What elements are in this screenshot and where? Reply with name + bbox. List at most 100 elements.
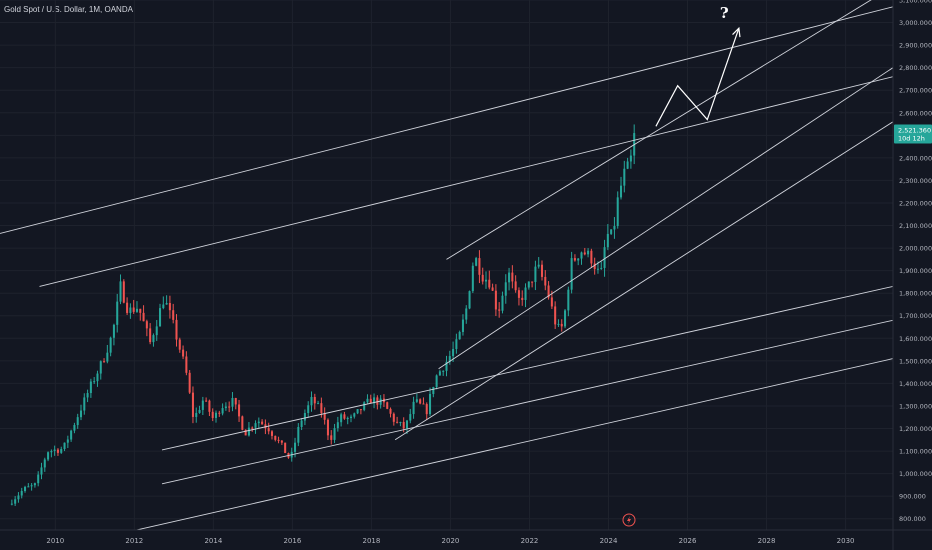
price-axis[interactable]: 800.000 900.000 1,000.000 1,100.000 1,200.00… (899, 0, 932, 523)
trendline[interactable] (438, 67, 893, 370)
arrow-head (732, 26, 741, 38)
candle-body (56, 449, 59, 453)
x-tick-label: 2022 (521, 537, 539, 545)
candle-body (613, 226, 616, 230)
candle-body (139, 308, 142, 313)
trendline[interactable] (39, 76, 893, 287)
candle-body (353, 413, 356, 417)
candle-body (349, 416, 353, 418)
candle-body (346, 417, 349, 419)
y-tick-label: 2,300.000 (899, 177, 932, 185)
y-tick-label: 800.000 (899, 515, 926, 523)
x-tick-label: 2024 (600, 537, 618, 545)
y-tick-label: 1,500.000 (899, 357, 932, 365)
candle-body (168, 302, 171, 311)
candle-body (149, 328, 152, 343)
trendline[interactable] (0, 6, 893, 234)
candle-body (201, 400, 204, 410)
candle-body (508, 272, 511, 283)
candle-body (475, 258, 478, 266)
candle-body (277, 439, 280, 441)
candle-body (540, 264, 544, 277)
x-tick-label: 2028 (758, 537, 776, 545)
candle-body (504, 282, 507, 296)
candle-body (76, 417, 79, 426)
candle-body (24, 486, 27, 492)
candle-body (109, 337, 112, 353)
y-tick-label: 2,700.000 (899, 87, 932, 95)
candle-body (422, 403, 425, 405)
candle-body (606, 233, 609, 248)
lightning-icon[interactable] (622, 513, 636, 527)
candle-body (313, 396, 316, 404)
x-tick-label: 2020 (442, 537, 460, 545)
candle-body (425, 404, 428, 415)
candle-body (119, 281, 122, 302)
candle-body (14, 499, 17, 504)
candle-body (185, 356, 188, 373)
candle-body (340, 414, 343, 423)
candle-body (294, 442, 297, 452)
projection-path[interactable] (655, 27, 740, 127)
candle-body (261, 421, 264, 425)
candle-body (336, 422, 339, 429)
candle-body (498, 309, 501, 311)
trendline[interactable] (161, 285, 893, 451)
candle-body (415, 399, 418, 402)
time-axis[interactable]: 2010 2012 2014 2016 2018 2020 2022 2024 2026 2028… (46, 537, 854, 545)
candle-body (234, 397, 237, 405)
candle-body (270, 431, 274, 436)
candle-body (20, 491, 23, 496)
candle-body (471, 265, 474, 292)
candle-body (531, 281, 534, 283)
y-tick-label: 2,600.000 (899, 109, 932, 117)
candle-body (86, 393, 89, 398)
candle-body (330, 435, 333, 440)
candle-body (465, 308, 468, 320)
candle-body (152, 335, 155, 343)
y-tick-label: 3,100.000 (899, 0, 932, 5)
y-tick-label: 2,900.000 (899, 42, 932, 50)
candle-body (198, 409, 201, 413)
candle-body (310, 396, 313, 406)
trendline[interactable] (446, 0, 894, 260)
trendline[interactable] (394, 121, 893, 441)
candle-body (432, 387, 435, 394)
candle-body (175, 319, 178, 340)
candle-body (366, 398, 369, 403)
candle-body (590, 250, 593, 264)
x-tick-label: 2010 (46, 537, 64, 545)
candle-body (50, 451, 53, 453)
candle-body (132, 307, 135, 312)
candle-body (580, 252, 583, 259)
candle-body (481, 274, 484, 282)
candle-body (231, 397, 234, 407)
candle-body (517, 290, 520, 298)
candle-body (356, 409, 359, 414)
candle-body (79, 410, 83, 418)
candle-body (60, 449, 63, 453)
candle-body (363, 402, 366, 410)
candle-body (284, 442, 287, 454)
x-tick-label: 2030 (837, 537, 855, 545)
candle-body (224, 406, 227, 409)
candle-body (402, 422, 405, 429)
trendline[interactable] (107, 358, 893, 537)
candle-body (145, 321, 148, 329)
candle-body (218, 412, 221, 414)
candle-body (396, 421, 399, 423)
candle-body (155, 326, 158, 336)
candle-body (40, 467, 43, 475)
candle-body (373, 397, 376, 404)
trendline[interactable] (161, 319, 893, 485)
candle-body (619, 185, 623, 198)
candle-body (188, 372, 191, 393)
candle-body (135, 308, 139, 312)
candle-body (514, 281, 517, 291)
candle-body (323, 413, 326, 420)
candle-body (521, 297, 524, 300)
candle-body (524, 287, 527, 300)
candle-body (405, 420, 409, 429)
